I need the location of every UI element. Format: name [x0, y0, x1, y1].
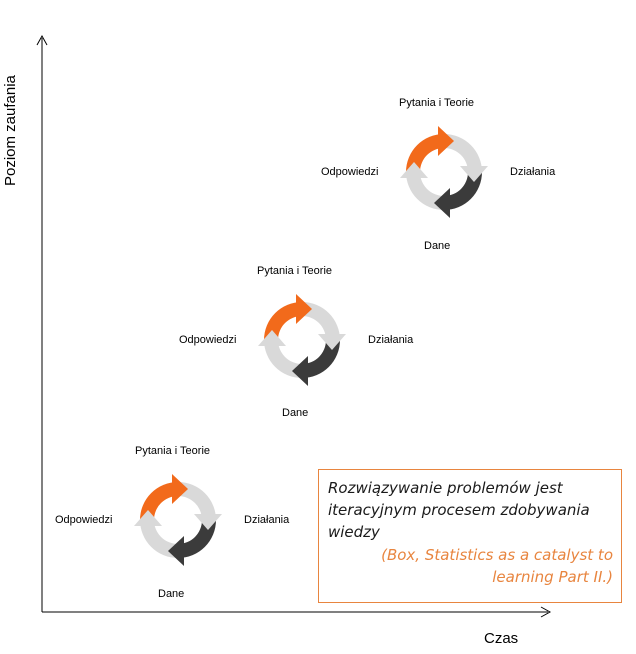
cycle-2-label-top: Pytania i Teorie	[257, 265, 333, 277]
cycle-1-label-bottom: Dane	[158, 588, 185, 600]
cycle-3-label-left: Odpowiedzi	[321, 166, 379, 178]
cycle-3-label-right: Działania	[510, 166, 556, 178]
cycle-1-arrows	[134, 474, 222, 566]
cycle-1-label-top: Pytania i Teorie	[135, 445, 211, 457]
quote-source: (Box, Statistics as a catalyst to learni…	[381, 546, 613, 586]
cycle-2-label-left: Odpowiedzi	[179, 334, 237, 346]
quote-text: Rozwiązywanie problemów jest iteracyjnym…	[328, 479, 590, 541]
cycle-3-label-top: Pytania i Teorie	[399, 97, 475, 109]
x-axis-arrowhead	[540, 606, 552, 618]
cycle-1-label-left: Odpowiedzi	[55, 514, 113, 526]
cycle-3-arrows	[400, 126, 488, 218]
cycle-2-label-right: Działania	[368, 334, 414, 346]
quote-box: Rozwiązywanie problemów jest iteracyjnym…	[318, 469, 622, 603]
y-axis-arrowhead	[36, 34, 48, 46]
cycle-1-label-right: Działania	[244, 514, 290, 526]
cycle-2-arrows	[258, 294, 346, 386]
cycle-3-label-bottom: Dane	[424, 240, 451, 252]
cycle-2-label-bottom: Dane	[282, 407, 309, 419]
y-axis-label: Poziom zaufania	[2, 75, 19, 186]
x-axis-label: Czas	[484, 630, 519, 647]
